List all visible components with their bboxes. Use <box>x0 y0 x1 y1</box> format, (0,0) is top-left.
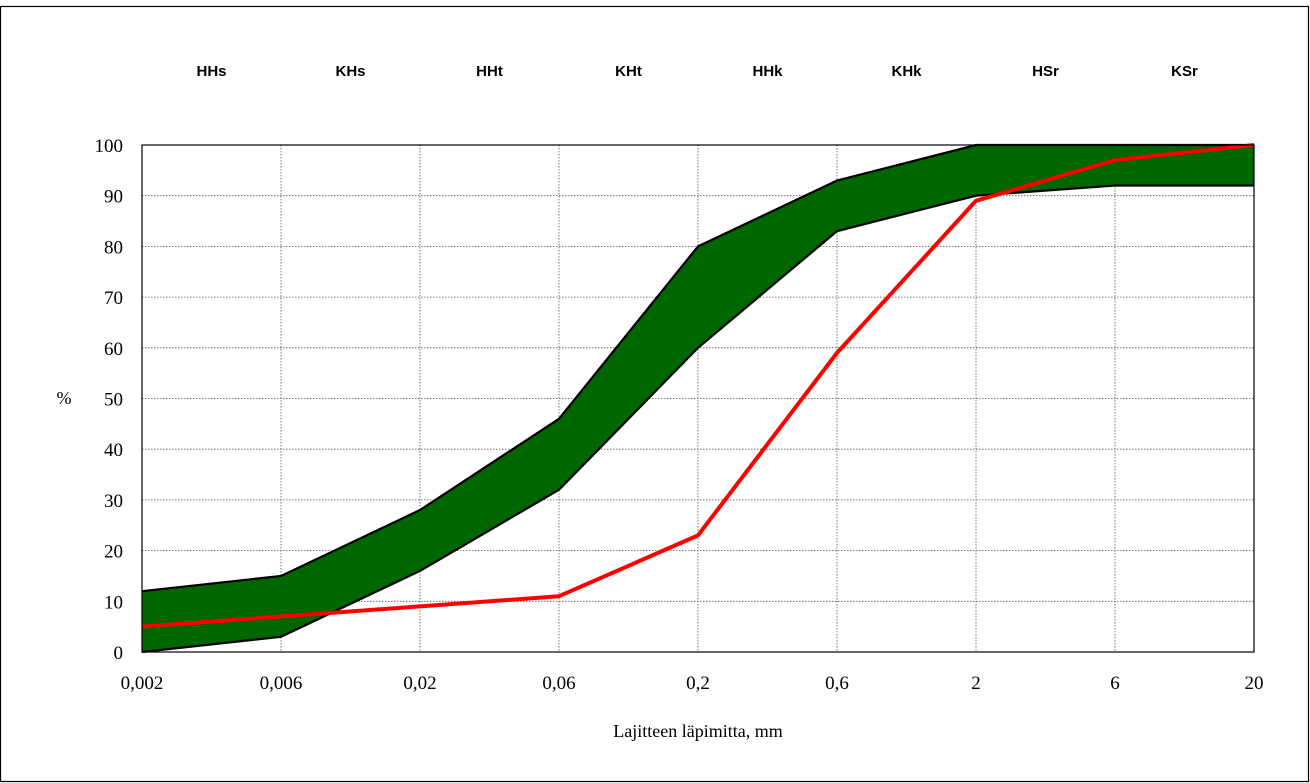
x-tick-label: 20 <box>1245 673 1264 694</box>
plot-border <box>141 144 1255 653</box>
x-tick-labels: 0,002 0,006 0,02 0,06 0,2 0,6 2 6 20 <box>121 673 1264 694</box>
y-tick-labels: 0 10 20 30 40 50 60 70 80 90 100 <box>95 136 124 664</box>
y-tick-label: 60 <box>104 339 123 360</box>
y-tick-label: 70 <box>104 288 123 309</box>
x-tick-label: 6 <box>1110 673 1120 694</box>
y-tick-label: 80 <box>104 237 123 258</box>
x-tick-label: 0,6 <box>825 673 849 694</box>
y-tick-label: 30 <box>104 491 123 512</box>
y-tick-label: 10 <box>104 592 123 613</box>
band-label: KHs <box>335 63 365 80</box>
x-tick-label: 0,006 <box>260 673 303 694</box>
band-label: HHk <box>752 63 783 80</box>
plot-area-border <box>141 144 1255 653</box>
y-tick-label: 20 <box>104 542 123 563</box>
band-label: HSr <box>1032 63 1059 80</box>
series-line <box>141 143 1255 629</box>
band-label: HHs <box>196 63 226 80</box>
band-label: KSr <box>1171 63 1198 80</box>
x-tick-label: 0,02 <box>403 673 436 694</box>
y-axis-label: % <box>57 388 72 408</box>
x-tick-label: 2 <box>971 673 981 694</box>
data-series <box>141 143 1255 629</box>
chart-border <box>0 5 1310 783</box>
y-tick-label: 0 <box>114 643 124 664</box>
band-label: KHk <box>891 63 922 80</box>
y-tick-label: 50 <box>104 390 123 411</box>
x-axis-label: Lajitteen läpimitta, mm <box>613 721 782 741</box>
y-tick-label: 40 <box>104 440 123 461</box>
x-tick-label: 0,2 <box>686 673 710 694</box>
y-tick-label: 100 <box>95 136 124 157</box>
band-label: KHt <box>615 63 642 80</box>
x-tick-label: 0,06 <box>542 673 575 694</box>
x-tick-label: 0,002 <box>121 673 164 694</box>
y-tick-label: 90 <box>104 187 123 208</box>
band-label: HHt <box>476 63 503 80</box>
band-labels: HHs KHs HHt KHt HHk KHk HSr KSr <box>196 63 1198 80</box>
envelope-fill <box>142 145 1254 652</box>
